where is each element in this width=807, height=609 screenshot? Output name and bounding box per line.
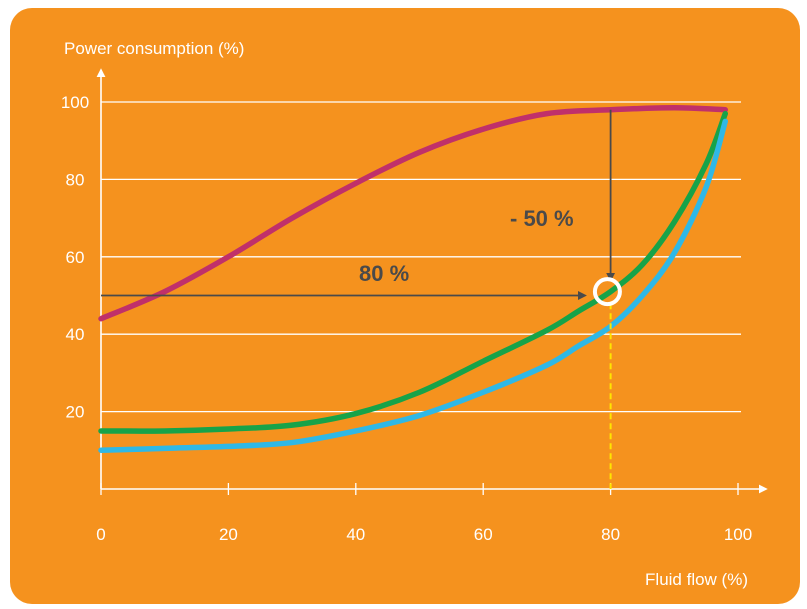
tick-labels: 0 20 40 60 80 100 20 40 60 80 100 — [61, 93, 752, 544]
y-axis-label: Power consumption (%) — [64, 39, 244, 58]
y-tick-label-40: 40 — [66, 325, 85, 344]
x-tick-label-40: 40 — [346, 525, 365, 544]
series-line-red — [98, 105, 729, 322]
y-tick-label-60: 60 — [66, 248, 85, 267]
operating-point-marker — [592, 277, 622, 307]
series-line-blue — [98, 118, 729, 454]
x-tick-label-60: 60 — [474, 525, 493, 544]
x-tick-label-20: 20 — [219, 525, 238, 544]
flow-label: 80 % — [359, 261, 409, 286]
series-lines — [98, 105, 729, 454]
x-axis-label: Fluid flow (%) — [645, 570, 748, 589]
axes — [96, 68, 768, 494]
x-tick-label-100: 100 — [724, 525, 752, 544]
y-tick-label-80: 80 — [66, 170, 85, 189]
reduction-label: - 50 % — [510, 206, 574, 231]
grid-lines — [101, 101, 741, 413]
x-tick-label-80: 80 — [601, 525, 620, 544]
y-tick-label-100: 100 — [61, 93, 89, 112]
y-tick-label-20: 20 — [66, 403, 85, 422]
series-line-green — [98, 110, 729, 434]
annotations: - 50 % 80 % — [101, 109, 622, 489]
x-tick-label-0: 0 — [96, 525, 105, 544]
